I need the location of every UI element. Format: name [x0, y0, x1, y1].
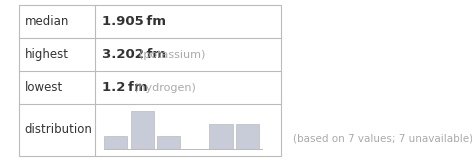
Bar — [157, 136, 180, 149]
Text: median: median — [25, 15, 69, 28]
Bar — [236, 124, 259, 149]
Text: (hydrogen): (hydrogen) — [135, 83, 196, 93]
Bar — [131, 111, 154, 149]
Bar — [210, 124, 233, 149]
Text: 3.202 fm: 3.202 fm — [102, 48, 167, 61]
Text: 1.2 fm: 1.2 fm — [102, 81, 148, 94]
Text: (based on 7 values; 7 unavailable): (based on 7 values; 7 unavailable) — [293, 133, 472, 143]
Text: lowest: lowest — [25, 81, 63, 94]
Text: (potassium): (potassium) — [139, 50, 206, 60]
Text: 1.905 fm: 1.905 fm — [102, 15, 167, 28]
Text: distribution: distribution — [25, 123, 93, 136]
Bar — [104, 136, 127, 149]
Text: highest: highest — [25, 48, 68, 61]
